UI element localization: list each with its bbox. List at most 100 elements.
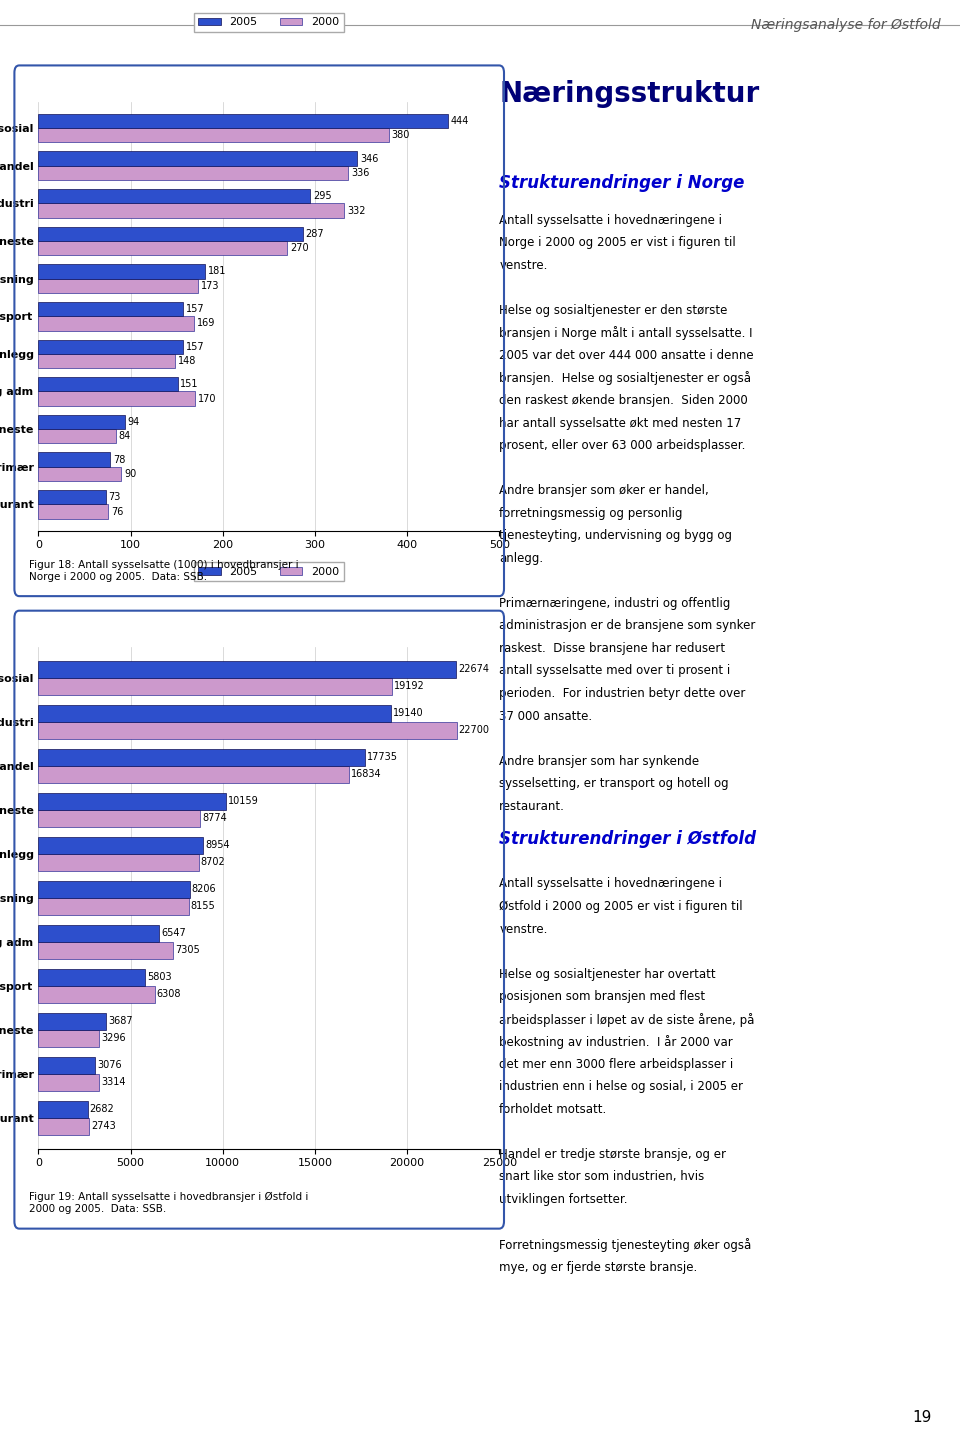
Bar [38, 662, 456, 678]
Text: 8702: 8702 [201, 858, 226, 867]
Text: Næringsstruktur: Næringsstruktur [499, 80, 759, 108]
Text: arbeidsplasser i løpet av de siste årene, på: arbeidsplasser i løpet av de siste årene… [499, 1012, 755, 1027]
Text: 287: 287 [305, 228, 324, 238]
Bar [38, 1075, 100, 1090]
Bar [38, 353, 175, 368]
Bar [38, 414, 125, 429]
Text: Forretningsmessig tjenesteyting øker også: Forretningsmessig tjenesteyting øker ogs… [499, 1237, 752, 1252]
Text: Handel er tredje største bransje, og er: Handel er tredje største bransje, og er [499, 1147, 726, 1160]
Bar [38, 189, 310, 204]
Text: 380: 380 [392, 131, 410, 140]
Text: 22700: 22700 [459, 726, 490, 736]
Text: 10159: 10159 [228, 797, 258, 807]
Bar [38, 265, 205, 279]
Text: Figur 19: Antall sysselsatte i hovedbransjer i Østfold i
2000 og 2005.  Data: SS: Figur 19: Antall sysselsatte i hovedbran… [29, 1192, 308, 1214]
Bar [38, 1029, 99, 1047]
Bar [38, 838, 204, 853]
Text: anlegg.: anlegg. [499, 551, 543, 564]
Text: Østfold i 2000 og 2005 er vist i figuren til: Østfold i 2000 og 2005 er vist i figuren… [499, 900, 743, 913]
Text: 84: 84 [119, 432, 131, 441]
Text: 37 000 ansatte.: 37 000 ansatte. [499, 710, 592, 723]
Bar [38, 792, 226, 810]
Text: Antall sysselsatte i hovednæringene i: Antall sysselsatte i hovednæringene i [499, 877, 722, 890]
Text: Helse og sosialtjenester har overtatt: Helse og sosialtjenester har overtatt [499, 967, 716, 980]
Bar [38, 151, 357, 166]
Bar [38, 721, 457, 739]
Bar [38, 853, 199, 871]
Text: 22674: 22674 [458, 664, 490, 675]
Text: 78: 78 [113, 455, 126, 465]
Text: 16834: 16834 [350, 769, 381, 779]
Bar [38, 166, 348, 180]
Text: den raskest økende bransjen.  Siden 2000: den raskest økende bransjen. Siden 2000 [499, 394, 748, 407]
Text: 90: 90 [124, 468, 136, 478]
Text: sysselsetting, er transport og hotell og: sysselsetting, er transport og hotell og [499, 776, 729, 790]
Text: 3687: 3687 [108, 1016, 132, 1027]
Bar [38, 279, 198, 292]
Text: venstre.: venstre. [499, 259, 547, 272]
Text: 270: 270 [290, 243, 308, 253]
Bar [38, 204, 345, 218]
Text: bransjen i Norge målt i antall sysselsatte. I: bransjen i Norge målt i antall sysselsat… [499, 326, 753, 340]
Text: 19192: 19192 [394, 680, 424, 691]
Text: 8206: 8206 [191, 884, 216, 894]
Text: antall sysselsatte med over ti prosent i: antall sysselsatte med over ti prosent i [499, 664, 731, 678]
Text: 5803: 5803 [147, 973, 172, 983]
Text: venstre.: venstre. [499, 922, 547, 935]
Text: Antall sysselsatte i hovednæringene i: Antall sysselsatte i hovednæringene i [499, 214, 722, 227]
Bar [38, 391, 195, 406]
Text: bransjen.  Helse og sosialtjenester er også: bransjen. Helse og sosialtjenester er og… [499, 371, 752, 385]
Text: Helse og sosialtjenester er den største: Helse og sosialtjenester er den største [499, 304, 728, 317]
Text: 173: 173 [201, 281, 219, 291]
Text: snart like stor som industrien, hvis: snart like stor som industrien, hvis [499, 1170, 705, 1184]
Text: 6547: 6547 [161, 929, 185, 938]
Bar [38, 986, 155, 1003]
Bar [38, 452, 110, 467]
Bar [38, 429, 116, 443]
Bar [38, 377, 178, 391]
Bar [38, 1118, 89, 1134]
Legend: 2005, 2000: 2005, 2000 [194, 563, 344, 582]
Bar [38, 881, 190, 897]
Text: Næringsanalyse for Østfold: Næringsanalyse for Østfold [751, 19, 941, 32]
Text: posisjonen som bransjen med flest: posisjonen som bransjen med flest [499, 990, 706, 1003]
Text: 148: 148 [178, 356, 196, 366]
Text: 3296: 3296 [101, 1034, 126, 1043]
Legend: 2005, 2000: 2005, 2000 [194, 13, 344, 32]
Text: Figur 18: Antall sysselsatte (1000) i hovedbransjer i
Norge i 2000 og 2005.  Dat: Figur 18: Antall sysselsatte (1000) i ho… [29, 560, 299, 582]
Bar [38, 340, 183, 353]
Text: 8155: 8155 [190, 901, 215, 912]
Text: restaurant.: restaurant. [499, 800, 565, 813]
Bar [38, 1101, 87, 1118]
Text: 332: 332 [348, 205, 366, 215]
Text: 76: 76 [111, 506, 124, 516]
Bar [38, 128, 389, 142]
Bar [38, 1013, 107, 1029]
Text: 157: 157 [186, 304, 204, 314]
Text: 2743: 2743 [91, 1121, 115, 1131]
Text: prosent, eller over 63 000 arbeidsplasser.: prosent, eller over 63 000 arbeidsplasse… [499, 439, 746, 452]
Text: 336: 336 [350, 167, 370, 177]
Text: mye, og er fjerde største bransje.: mye, og er fjerde største bransje. [499, 1261, 698, 1274]
Text: 346: 346 [360, 154, 378, 164]
Text: det mer enn 3000 flere arbeidsplasser i: det mer enn 3000 flere arbeidsplasser i [499, 1057, 733, 1070]
Bar [38, 302, 183, 317]
Bar [38, 113, 447, 128]
Text: 94: 94 [128, 417, 140, 427]
Text: industrien enn i helse og sosial, i 2005 er: industrien enn i helse og sosial, i 2005… [499, 1080, 743, 1093]
Bar [38, 467, 121, 481]
Text: utviklingen fortsetter.: utviklingen fortsetter. [499, 1192, 628, 1205]
Bar [38, 942, 173, 958]
Text: 3314: 3314 [102, 1077, 126, 1088]
Text: 2682: 2682 [89, 1105, 114, 1115]
Text: administrasjon er de bransjene som synker: administrasjon er de bransjene som synke… [499, 619, 756, 632]
Text: 17735: 17735 [367, 753, 398, 762]
Text: 157: 157 [186, 342, 204, 352]
Text: perioden.  For industrien betyr dette over: perioden. For industrien betyr dette ove… [499, 686, 746, 699]
Text: forretningsmessig og personlig: forretningsmessig og personlig [499, 506, 683, 519]
Text: 19: 19 [912, 1410, 931, 1425]
Text: 7305: 7305 [175, 945, 200, 955]
Text: 8774: 8774 [202, 813, 227, 823]
Text: 6308: 6308 [156, 989, 181, 999]
Text: Norge i 2000 og 2005 er vist i figuren til: Norge i 2000 og 2005 er vist i figuren t… [499, 236, 736, 249]
